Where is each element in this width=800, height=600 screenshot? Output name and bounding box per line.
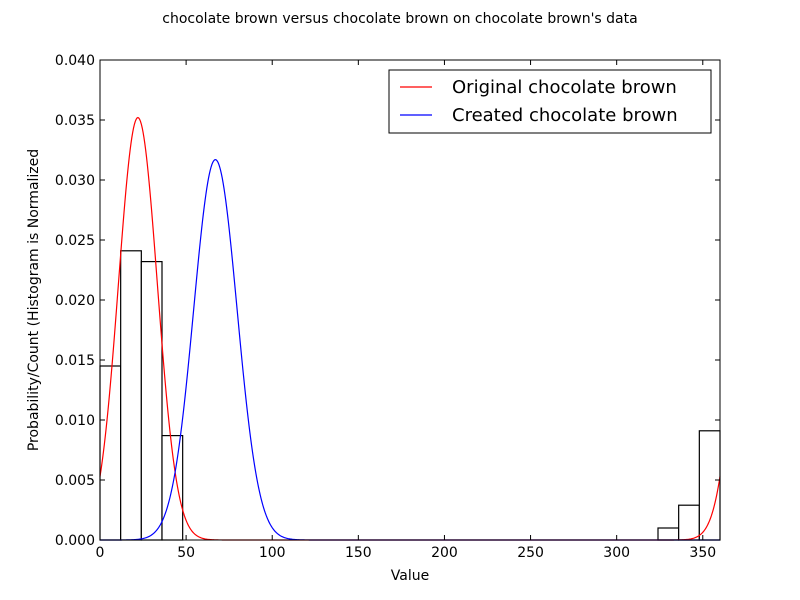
legend-label-original: Original chocolate brown xyxy=(452,77,677,98)
y-tick-label: 0.030 xyxy=(55,173,95,189)
histogram-bar xyxy=(120,250,142,541)
x-tick-label: 250 xyxy=(517,545,544,561)
histogram-bar xyxy=(657,527,680,541)
x-tick-label: 150 xyxy=(345,545,372,561)
y-tick-label: 0.005 xyxy=(55,473,95,489)
histogram-bar xyxy=(698,430,721,541)
x-tick-labels: 0 50 100 150 200 250 300 350 xyxy=(96,545,717,561)
histogram xyxy=(99,250,721,541)
x-tick-label: 50 xyxy=(177,545,195,561)
y-tick-label: 0.035 xyxy=(55,113,95,129)
y-tick-labels: 0.000 0.005 0.010 0.015 0.020 0.025 0.030 0.035… xyxy=(55,53,95,549)
x-tick-label: 200 xyxy=(431,545,458,561)
x-tick-label: 100 xyxy=(259,545,286,561)
y-axis-label: Probability/Count (Histogram is Normaliz… xyxy=(26,149,42,451)
legend: Original chocolate brown Created chocola… xyxy=(388,69,712,134)
plot-frame xyxy=(100,60,720,540)
tick-marks xyxy=(99,59,720,541)
y-tick-label: 0.015 xyxy=(55,353,95,369)
x-tick-label: 350 xyxy=(689,545,716,561)
y-tick-label: 0.040 xyxy=(55,53,95,69)
y-tick-label: 0.010 xyxy=(55,413,95,429)
y-tick-label: 0.000 xyxy=(55,533,95,549)
plot-area xyxy=(99,59,721,541)
x-axis-label: Value xyxy=(391,568,429,584)
x-tick-label: 0 xyxy=(96,545,105,561)
y-tick-label: 0.020 xyxy=(55,293,95,309)
legend-label-created: Created chocolate brown xyxy=(452,105,678,126)
legend-box xyxy=(388,69,712,134)
y-tick-label: 0.025 xyxy=(55,233,95,249)
chart-title: chocolate brown versus chocolate brown o… xyxy=(162,11,637,27)
histogram-bar xyxy=(678,504,700,541)
x-tick-label: 300 xyxy=(603,545,630,561)
